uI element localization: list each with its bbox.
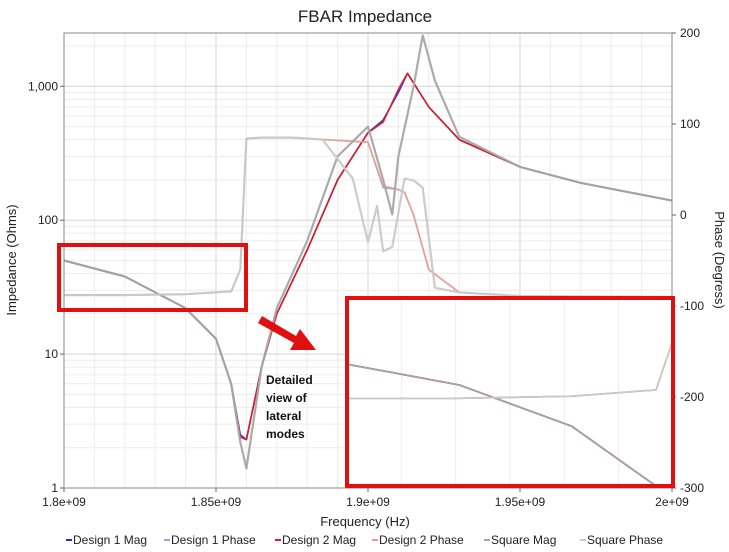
y-left-ticks: 1 10 100 1,000 <box>28 79 64 495</box>
series-line-square-mag <box>63 34 673 470</box>
legend-label: Square Phase <box>587 533 663 547</box>
chart-title: FBAR Impedance <box>298 7 432 26</box>
legend-label: Design 1 Phase <box>171 533 256 547</box>
annotation-line-2: view of <box>266 391 308 405</box>
y-left-axis-label: Impedance (Ohms) <box>4 204 19 315</box>
y-right-tick-label: 200 <box>680 26 700 40</box>
legend-label: Design 1 Mag <box>73 533 147 547</box>
x-tick-label: 2e+09 <box>655 495 689 509</box>
y-left-tick-label: 1 <box>51 481 58 495</box>
legend-label: Square Mag <box>491 533 556 547</box>
inset-grid <box>400 298 620 486</box>
x-tick-label: 1.85e+09 <box>191 495 242 509</box>
y-right-tick-label: -200 <box>680 390 704 404</box>
y-right-axis-label: Phase (Degress) <box>712 211 727 309</box>
x-tick-label: 1.95e+09 <box>495 495 546 509</box>
legend: Design 1 Mag Design 1 Phase Design 2 Mag De… <box>66 533 663 547</box>
pointer-arrow <box>258 316 316 350</box>
y-right-tick-label: 0 <box>680 208 687 222</box>
x-ticks: 1.8e+09 1.85e+09 1.9e+09 1.95e+09 2e+09 <box>42 488 689 509</box>
x-tick-label: 1.9e+09 <box>346 495 390 509</box>
y-right-tick-label: -100 <box>680 299 704 313</box>
series-group <box>63 34 673 470</box>
y-left-tick-label: 1,000 <box>28 79 58 93</box>
y-left-tick-label: 10 <box>45 347 59 361</box>
annotation-line-1: Detailed <box>266 373 313 387</box>
x-axis-label: Frequency (Hz) <box>320 514 410 529</box>
y-left-tick-label: 100 <box>38 213 58 227</box>
inset-detail-view <box>345 296 675 488</box>
highlight-box-inset <box>345 296 675 488</box>
y-right-tick-label: -300 <box>680 481 704 495</box>
annotation-line-4: modes <box>266 427 305 441</box>
legend-label: Design 2 Mag <box>282 533 356 547</box>
inset-series-line-square-phase <box>347 339 674 400</box>
legend-label: Design 2 Phase <box>379 533 464 547</box>
y-right-tick-label: 100 <box>680 117 700 131</box>
x-tick-label: 1.8e+09 <box>42 495 86 509</box>
annotation-line-3: lateral <box>266 409 301 423</box>
highlight-box-small <box>57 243 248 312</box>
y-right-ticks: 200 100 0 -100 -200 -300 <box>672 26 704 495</box>
annotation-text: Detailed view of lateral modes <box>266 373 316 441</box>
series-line-square-phase <box>64 136 673 298</box>
